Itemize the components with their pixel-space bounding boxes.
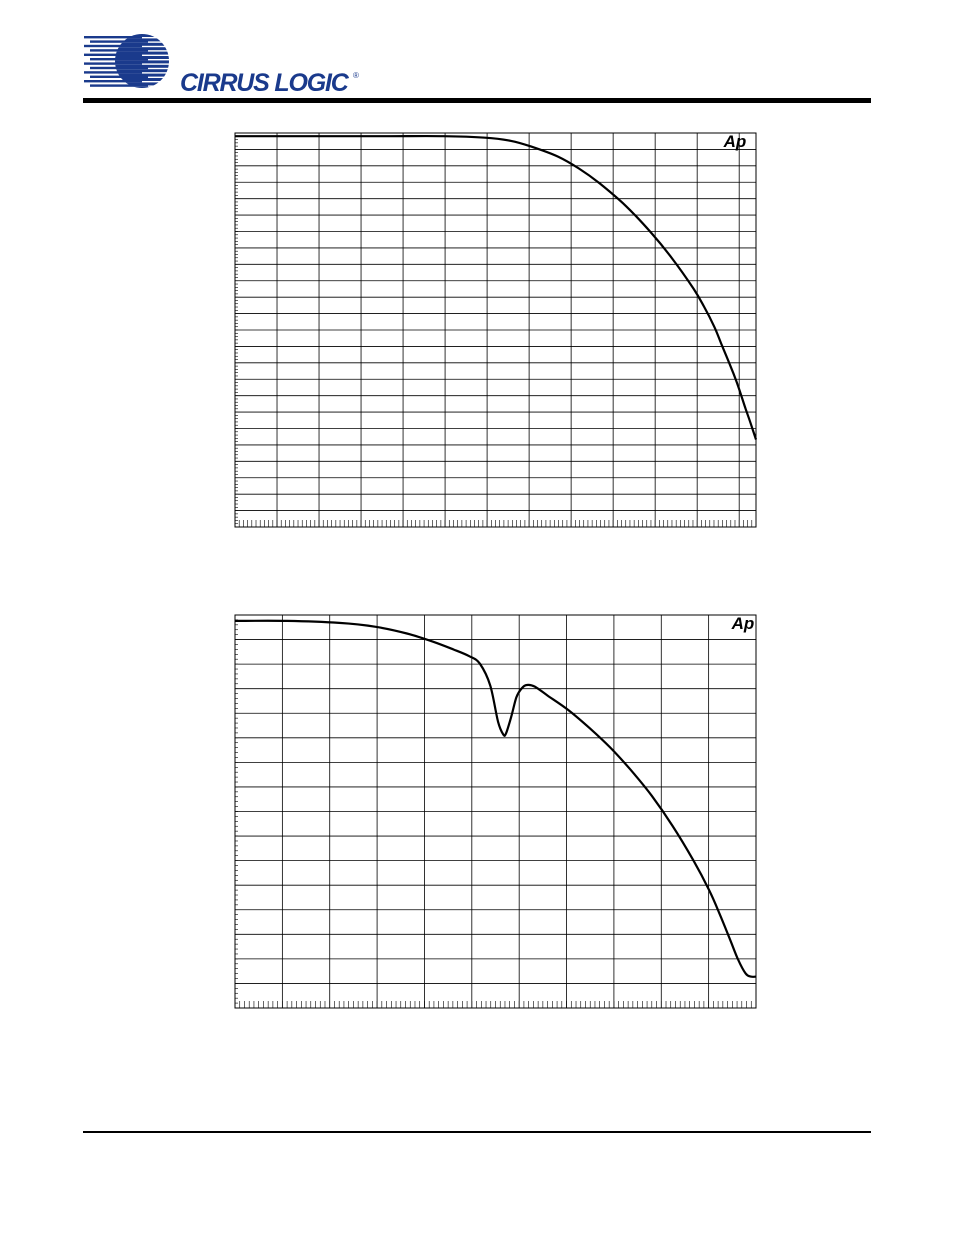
logo-stripe bbox=[90, 75, 148, 78]
logo-stripe bbox=[90, 66, 148, 70]
logo-globe-band bbox=[115, 34, 169, 37]
logo-globe-band bbox=[115, 42, 169, 46]
logo-globe-band bbox=[115, 73, 169, 77]
frequency-response-chart-2: Ap bbox=[234, 614, 757, 1009]
chart-1-frame bbox=[234, 132, 757, 528]
chart-2-ap-watermark: Ap bbox=[731, 614, 755, 633]
logo-globe-band bbox=[110, 91, 174, 94]
chart-2-frame bbox=[234, 614, 757, 1009]
logo-stripe bbox=[90, 40, 148, 43]
logo-stripe bbox=[84, 71, 142, 74]
chart-2-x-minor-ticks bbox=[235, 619, 752, 1008]
logo-globe-band bbox=[115, 51, 169, 55]
chart-1-x-minor-ticks bbox=[235, 135, 753, 527]
header-rule bbox=[83, 98, 871, 103]
logo-globe-band bbox=[115, 47, 169, 51]
logo-globe-band bbox=[115, 60, 169, 64]
logo-stripe bbox=[90, 58, 148, 61]
logo-globe-band bbox=[115, 82, 169, 86]
chart-2-series-line bbox=[234, 619, 757, 978]
footer-rule bbox=[83, 1131, 871, 1133]
logo-stripe bbox=[84, 62, 142, 65]
logo-globe-band bbox=[115, 38, 169, 42]
chart-1-grid bbox=[235, 133, 756, 527]
frequency-response-chart-1: Ap bbox=[234, 132, 758, 528]
logo-globe-band bbox=[115, 86, 169, 88]
logo-globe-band bbox=[115, 69, 169, 73]
chart-1-ap-watermark: Ap bbox=[723, 132, 747, 151]
cirrus-logic-logo: CIRRUS LOGIC ® bbox=[84, 34, 359, 97]
logo-stripe bbox=[84, 80, 142, 83]
logo-stripe bbox=[90, 49, 148, 52]
chart-1-series-line bbox=[235, 134, 758, 440]
logo-stripe bbox=[84, 36, 142, 39]
logo-globe-band bbox=[115, 64, 169, 68]
logo-stripe bbox=[90, 84, 148, 87]
logo-stripe bbox=[84, 44, 142, 48]
logo-stripe bbox=[84, 53, 142, 56]
logo-globe-band bbox=[115, 78, 169, 81]
logo-globe-band bbox=[115, 56, 169, 59]
logo-wordmark: CIRRUS LOGIC bbox=[180, 69, 350, 97]
registered-mark: ® bbox=[353, 71, 359, 80]
chart-2-grid bbox=[235, 615, 756, 1008]
logo-globe-icon bbox=[84, 34, 174, 94]
